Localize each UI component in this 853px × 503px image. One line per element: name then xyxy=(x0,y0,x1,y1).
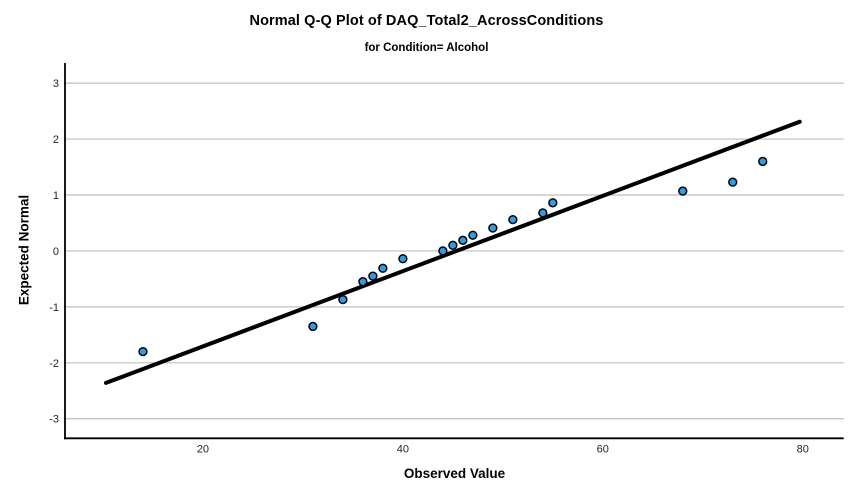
x-axis-label: Observed Value xyxy=(403,466,506,481)
data-point xyxy=(438,246,448,256)
y-tick-label: 1 xyxy=(53,190,59,202)
data-point xyxy=(538,208,548,218)
x-tick-label: 20 xyxy=(197,443,209,455)
data-point xyxy=(368,271,378,281)
x-tick-label: 40 xyxy=(397,443,409,455)
y-tick-label: 3 xyxy=(53,78,59,90)
data-point xyxy=(508,214,518,225)
normal-reference-line xyxy=(103,119,802,385)
chart-subtitle: for Condition= Alcohol xyxy=(364,42,489,54)
x-tick-label: 80 xyxy=(797,443,809,455)
y-tick-label: -2 xyxy=(49,358,59,370)
data-point xyxy=(548,198,558,208)
data-point xyxy=(338,294,348,305)
y-tick-label: 2 xyxy=(53,134,59,146)
y-axis-label: Expected Normal xyxy=(16,194,32,306)
y-tick-label: 0 xyxy=(53,246,59,258)
x-tick-label: 60 xyxy=(597,443,609,455)
data-point xyxy=(398,254,408,264)
data-point xyxy=(728,177,738,187)
data-point xyxy=(488,223,498,233)
y-tick-label: -1 xyxy=(49,302,59,314)
data-point xyxy=(308,321,318,332)
data-point xyxy=(678,186,688,196)
data-point xyxy=(138,346,148,357)
data-point xyxy=(448,240,458,250)
data-point xyxy=(378,263,388,273)
chart-title: Normal Q-Q Plot of DAQ_Total2_AcrossCond… xyxy=(249,13,604,29)
data-point xyxy=(758,156,768,167)
data-point xyxy=(468,230,478,240)
data-point xyxy=(458,235,468,245)
data-point xyxy=(358,277,368,287)
y-tick-label: -3 xyxy=(49,414,59,426)
